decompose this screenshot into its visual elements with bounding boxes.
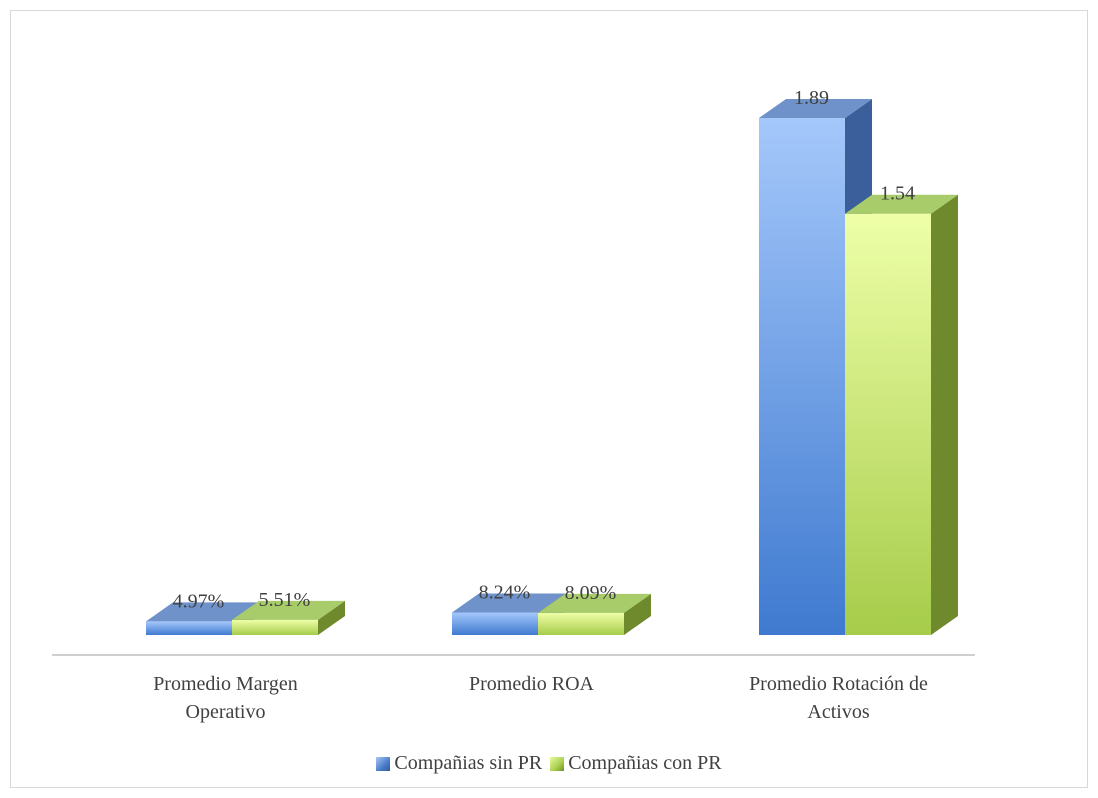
legend-swatch-series-1 xyxy=(550,756,565,771)
bar-1-1 xyxy=(538,593,651,635)
bar-0-1 xyxy=(232,600,345,635)
legend: Compañias sin PR Compañias con PR xyxy=(0,752,1098,775)
category-label-0: Promedio Margen Operativo xyxy=(153,673,298,723)
legend-item-series-0: Compañias sin PR xyxy=(376,752,542,775)
bar-top xyxy=(452,593,565,613)
legend-label-series-0: Compañias sin PR xyxy=(394,752,543,774)
legend-item-series-1: Compañias con PR xyxy=(550,752,722,775)
bar-side xyxy=(318,600,345,635)
bar-front xyxy=(759,118,845,635)
bar-top xyxy=(146,602,259,622)
bar-front xyxy=(845,213,931,636)
data-label-0-1: 5.51% xyxy=(259,589,311,611)
bar-front xyxy=(146,621,232,635)
bar-front xyxy=(452,612,538,635)
data-label-2-1: 1.54 xyxy=(880,183,915,205)
data-label-1-0: 8.24% xyxy=(479,581,531,603)
bar-front xyxy=(538,612,624,635)
bar-top xyxy=(845,194,958,214)
bar-2-1 xyxy=(845,194,958,636)
bar-side xyxy=(931,194,958,636)
legend-swatch-series-0 xyxy=(376,756,391,771)
data-label-0-0: 4.97% xyxy=(173,590,225,612)
category-label-1: Promedio ROA xyxy=(469,673,595,695)
bar-top xyxy=(759,99,872,118)
bar-top xyxy=(538,593,651,613)
data-label-1-1: 8.09% xyxy=(565,582,617,604)
data-label-2-0: 1.89 xyxy=(794,87,829,109)
bar-side xyxy=(624,593,651,635)
legend-label-series-1: Compañias con PR xyxy=(568,752,722,774)
bar-top xyxy=(232,600,345,620)
category-label-2: Promedio Rotación de Activos xyxy=(749,673,928,723)
bar-front xyxy=(232,619,318,635)
